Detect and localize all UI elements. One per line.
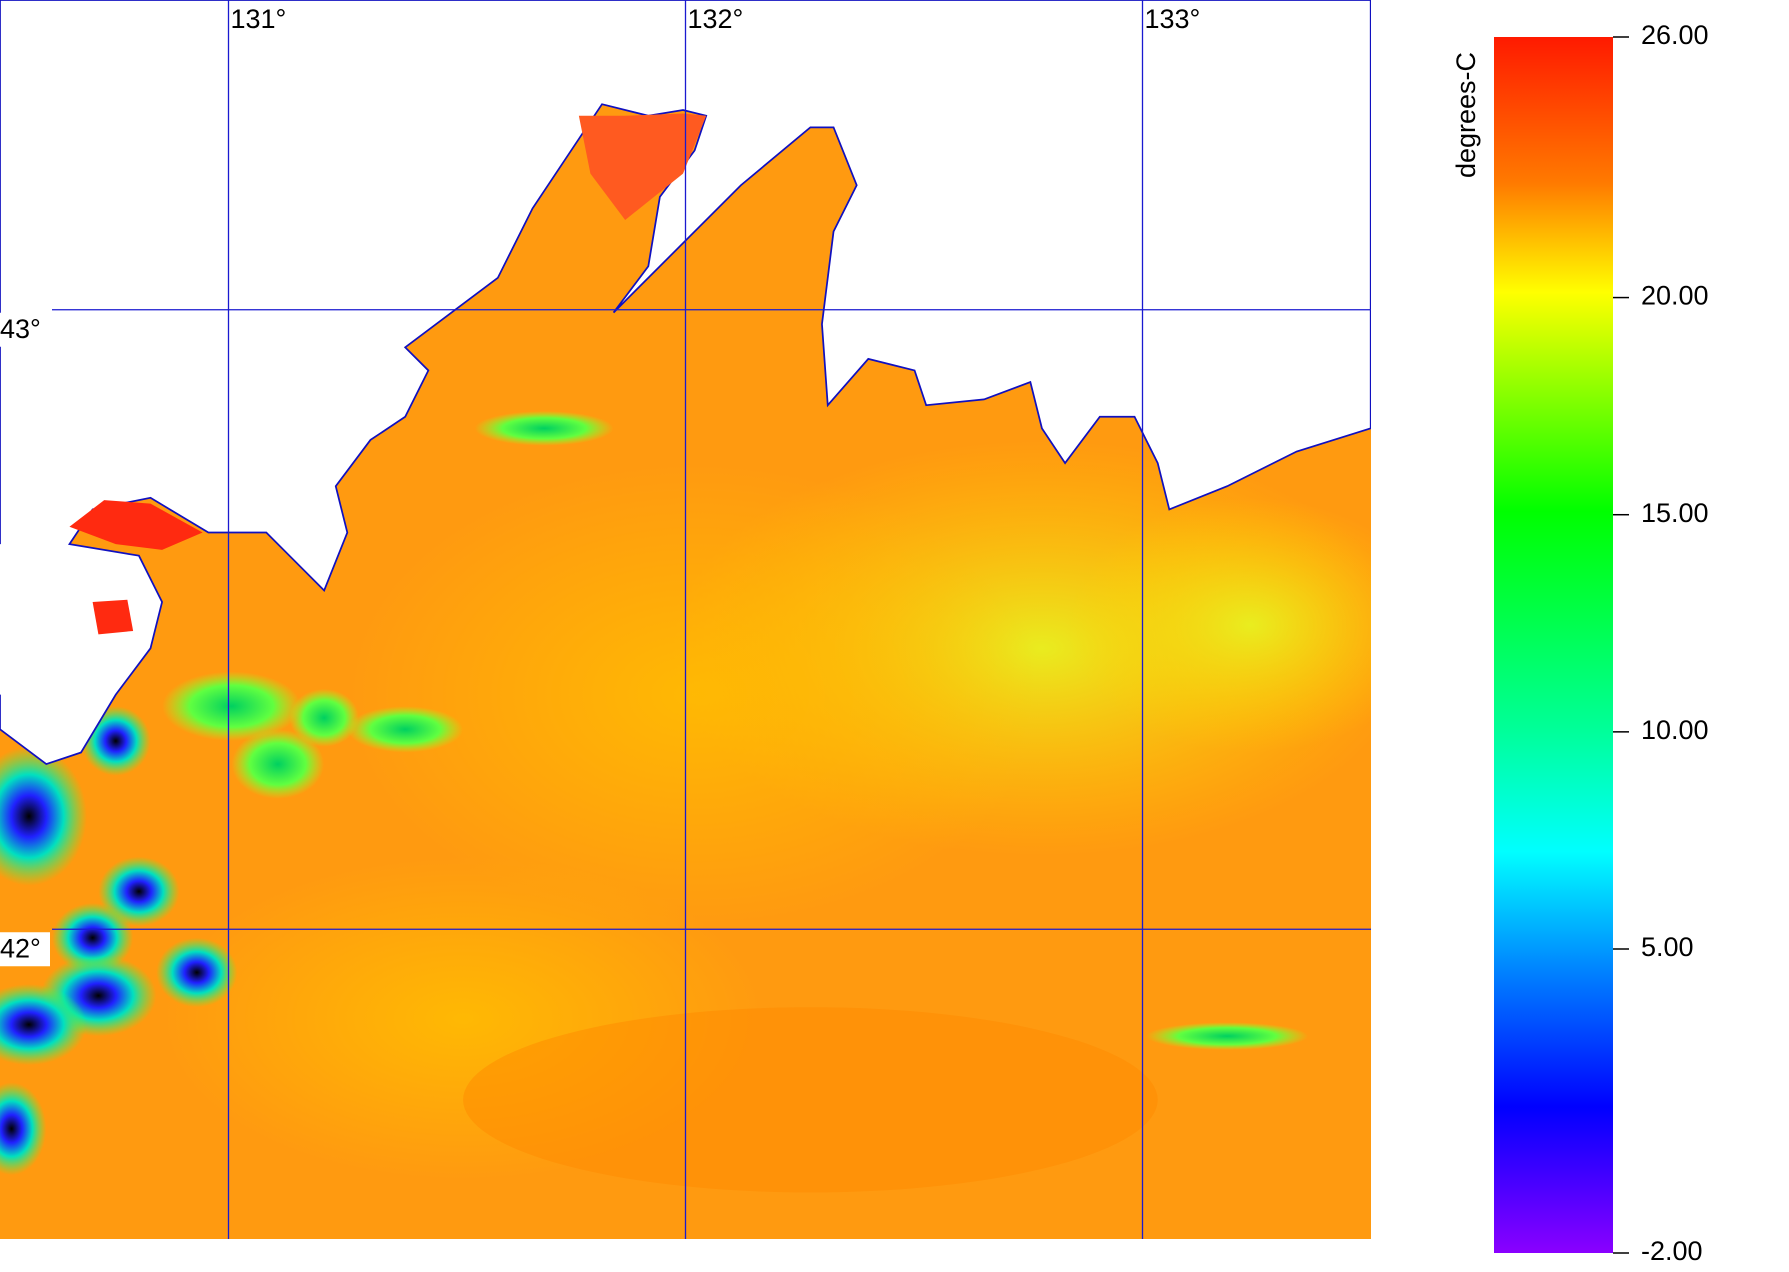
colorbar — [1494, 37, 1613, 1253]
latitude-label: 42° — [0, 933, 41, 963]
colorbar-tick-label: 26.00 — [1641, 20, 1709, 50]
longitude-label: 131° — [231, 4, 287, 34]
colorbar-tick-label: 20.00 — [1641, 281, 1709, 311]
sst-field — [0, 0, 1371, 1239]
latitude-label-bg — [0, 932, 50, 967]
colorbar-tick-label: 5.00 — [1641, 932, 1694, 962]
longitude-label: 133° — [1145, 4, 1201, 34]
colorbar-tick-label: 10.00 — [1641, 715, 1709, 745]
colorbar-label: degrees-C — [1451, 52, 1481, 178]
latitude-label: 43° — [0, 314, 41, 344]
longitude-label: 132° — [688, 4, 744, 34]
colorbar-tick-label: -2.00 — [1641, 1236, 1703, 1266]
colorbar-tick-label: 15.00 — [1641, 498, 1709, 528]
latitude-label-bg — [0, 312, 50, 347]
